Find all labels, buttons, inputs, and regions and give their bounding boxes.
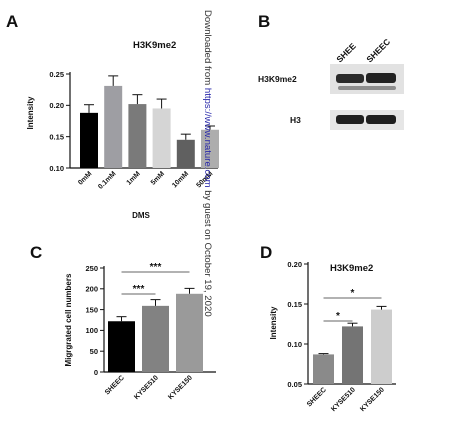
chart-a-y-tick-label: 0.20 [49,101,64,110]
chart-c-significance-label: *** [150,262,162,273]
chart-d-y-tick-label: 0.05 [287,380,302,389]
blot-row-label-h3k9me2: H3K9me2 [258,74,297,84]
chart-c-bar [142,305,169,372]
blot-image-h3 [330,110,404,130]
chart-c-y-tick-label: 250 [85,264,98,273]
chart-c-significance-label: *** [133,284,145,295]
chart-a-bar [176,139,195,168]
panel-label-d: D [260,243,272,262]
panel-label-b: B [258,12,270,31]
chart-a: H3K9me2 Intensity DMS 0.10 0.15 0.20 0.25 0mM 0.… [26,40,219,220]
chart-a-category-label: 10mM [171,170,190,189]
chart-a-y-tick-label: 0.25 [49,70,64,79]
chart-a-x-axis-label: DMS [132,211,150,220]
watermark-link[interactable]: https://www.nature.com [202,88,213,188]
chart-a-title: H3K9me2 [133,40,176,51]
chart-c-bar [108,321,135,372]
chart-d-category-label: SHEEC [306,386,328,408]
chart-a-y-tick-label: 0.10 [49,164,64,173]
chart-a-category-label: 1mM [126,170,142,186]
chart-a-category-label: 5mM [150,170,166,186]
chart-d-bar [313,354,334,384]
chart-c-category-label: KYSE510 [133,374,160,401]
chart-a-bar [104,85,123,168]
chart-c-y-tick-label: 50 [90,347,98,356]
blot-lane-label-shee: SHEE [334,41,358,65]
chart-c-y-axis-label: Migrgrated cell numbers [64,273,73,366]
chart-d-significance-label: * [336,311,340,322]
chart-d-y-tick-label: 0.15 [287,300,302,309]
chart-a-bar [152,108,171,168]
chart-d-bar [342,326,363,384]
chart-c-bar [176,293,203,372]
chart-a-category-label: 0mM [77,170,93,186]
chart-d-bar [371,309,392,384]
chart-a-category-label: 0.1mM [97,170,117,190]
chart-c: Migrgrated cell numbers 0 50 100 150 200 250 SH… [64,262,216,401]
chart-d-y-tick-label: 0.20 [287,260,302,269]
chart-c-category-label: KYSE150 [167,374,194,401]
blot-row-label-h3: H3 [290,115,301,125]
chart-c-y-tick-label: 100 [85,326,98,335]
chart-d-significance-label: * [351,288,355,299]
chart-a-y-tick-label: 0.15 [49,132,64,141]
chart-a-y-axis-label: Intensity [26,96,35,129]
chart-c-y-tick-label: 0 [94,368,98,377]
chart-a-bar [201,129,219,168]
chart-d-category-label: KYSE150 [359,386,386,413]
chart-d-y-tick-label: 0.10 [287,340,302,349]
chart-d-y-axis-label: Intensity [269,306,278,339]
western-blot: SHEE SHEEC H3K9me2 H3 [258,37,404,130]
chart-d-category-label: KYSE510 [330,386,357,413]
chart-d-title: H3K9me2 [330,263,373,274]
chart-c-y-tick-label: 150 [85,305,98,314]
chart-c-y-tick-label: 200 [85,285,98,294]
chart-a-bar [80,112,98,168]
chart-c-category-label: SHEEC [104,374,126,396]
download-watermark: Downloaded from https://www.nature.com b… [202,10,213,317]
chart-a-bar [128,104,147,168]
blot-image-h3k9me2 [330,64,404,94]
blot-lane-label-sheec: SHEEC [364,37,392,65]
panel-label-a: A [6,12,18,31]
panel-label-c: C [30,243,42,262]
